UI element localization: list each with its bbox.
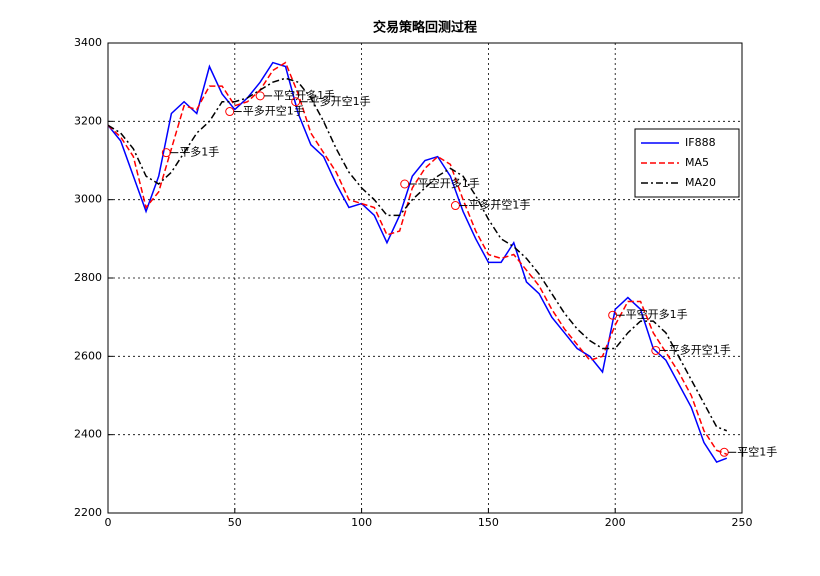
series-line (107, 77, 728, 432)
x-tick-label: 250 (732, 516, 753, 529)
x-tick-label: 100 (351, 516, 372, 529)
legend-label: IF888 (685, 136, 716, 149)
y-tick-label: 2200 (74, 506, 102, 519)
x-tick-label: 0 (105, 516, 112, 529)
annotation-label: 平空开多1手 (273, 88, 335, 102)
x-tick-label: 50 (228, 516, 242, 529)
annotation-label: 平空开多1手 (626, 307, 688, 321)
annotation-label: 平空1手 (737, 444, 777, 458)
annotation-label: 平空开多1手 (418, 176, 480, 190)
y-tick-label: 3400 (74, 36, 102, 49)
legend-label: MA20 (685, 176, 716, 189)
x-tick-label: 150 (478, 516, 499, 529)
series-line (107, 61, 728, 464)
legend-label: MA5 (685, 156, 709, 169)
y-tick-label: 3000 (74, 193, 102, 206)
annotation-label: 平多开空1手 (243, 104, 305, 118)
y-tick-label: 2800 (74, 271, 102, 284)
chart-title: 交易策略回测过程 (373, 20, 477, 36)
y-tick-label: 3200 (74, 114, 102, 127)
axes-box (107, 42, 743, 514)
series-line (107, 61, 728, 455)
y-tick-label: 2600 (74, 349, 102, 362)
annotation-label: 平多开空1手 (468, 198, 530, 212)
annotation-label: 平多开空1手 (309, 94, 371, 108)
annotation-label: 平多开空1手 (669, 342, 731, 356)
x-tick-label: 200 (605, 516, 626, 529)
y-tick-label: 2400 (74, 428, 102, 441)
annotation-label: 平多1手 (179, 145, 219, 159)
